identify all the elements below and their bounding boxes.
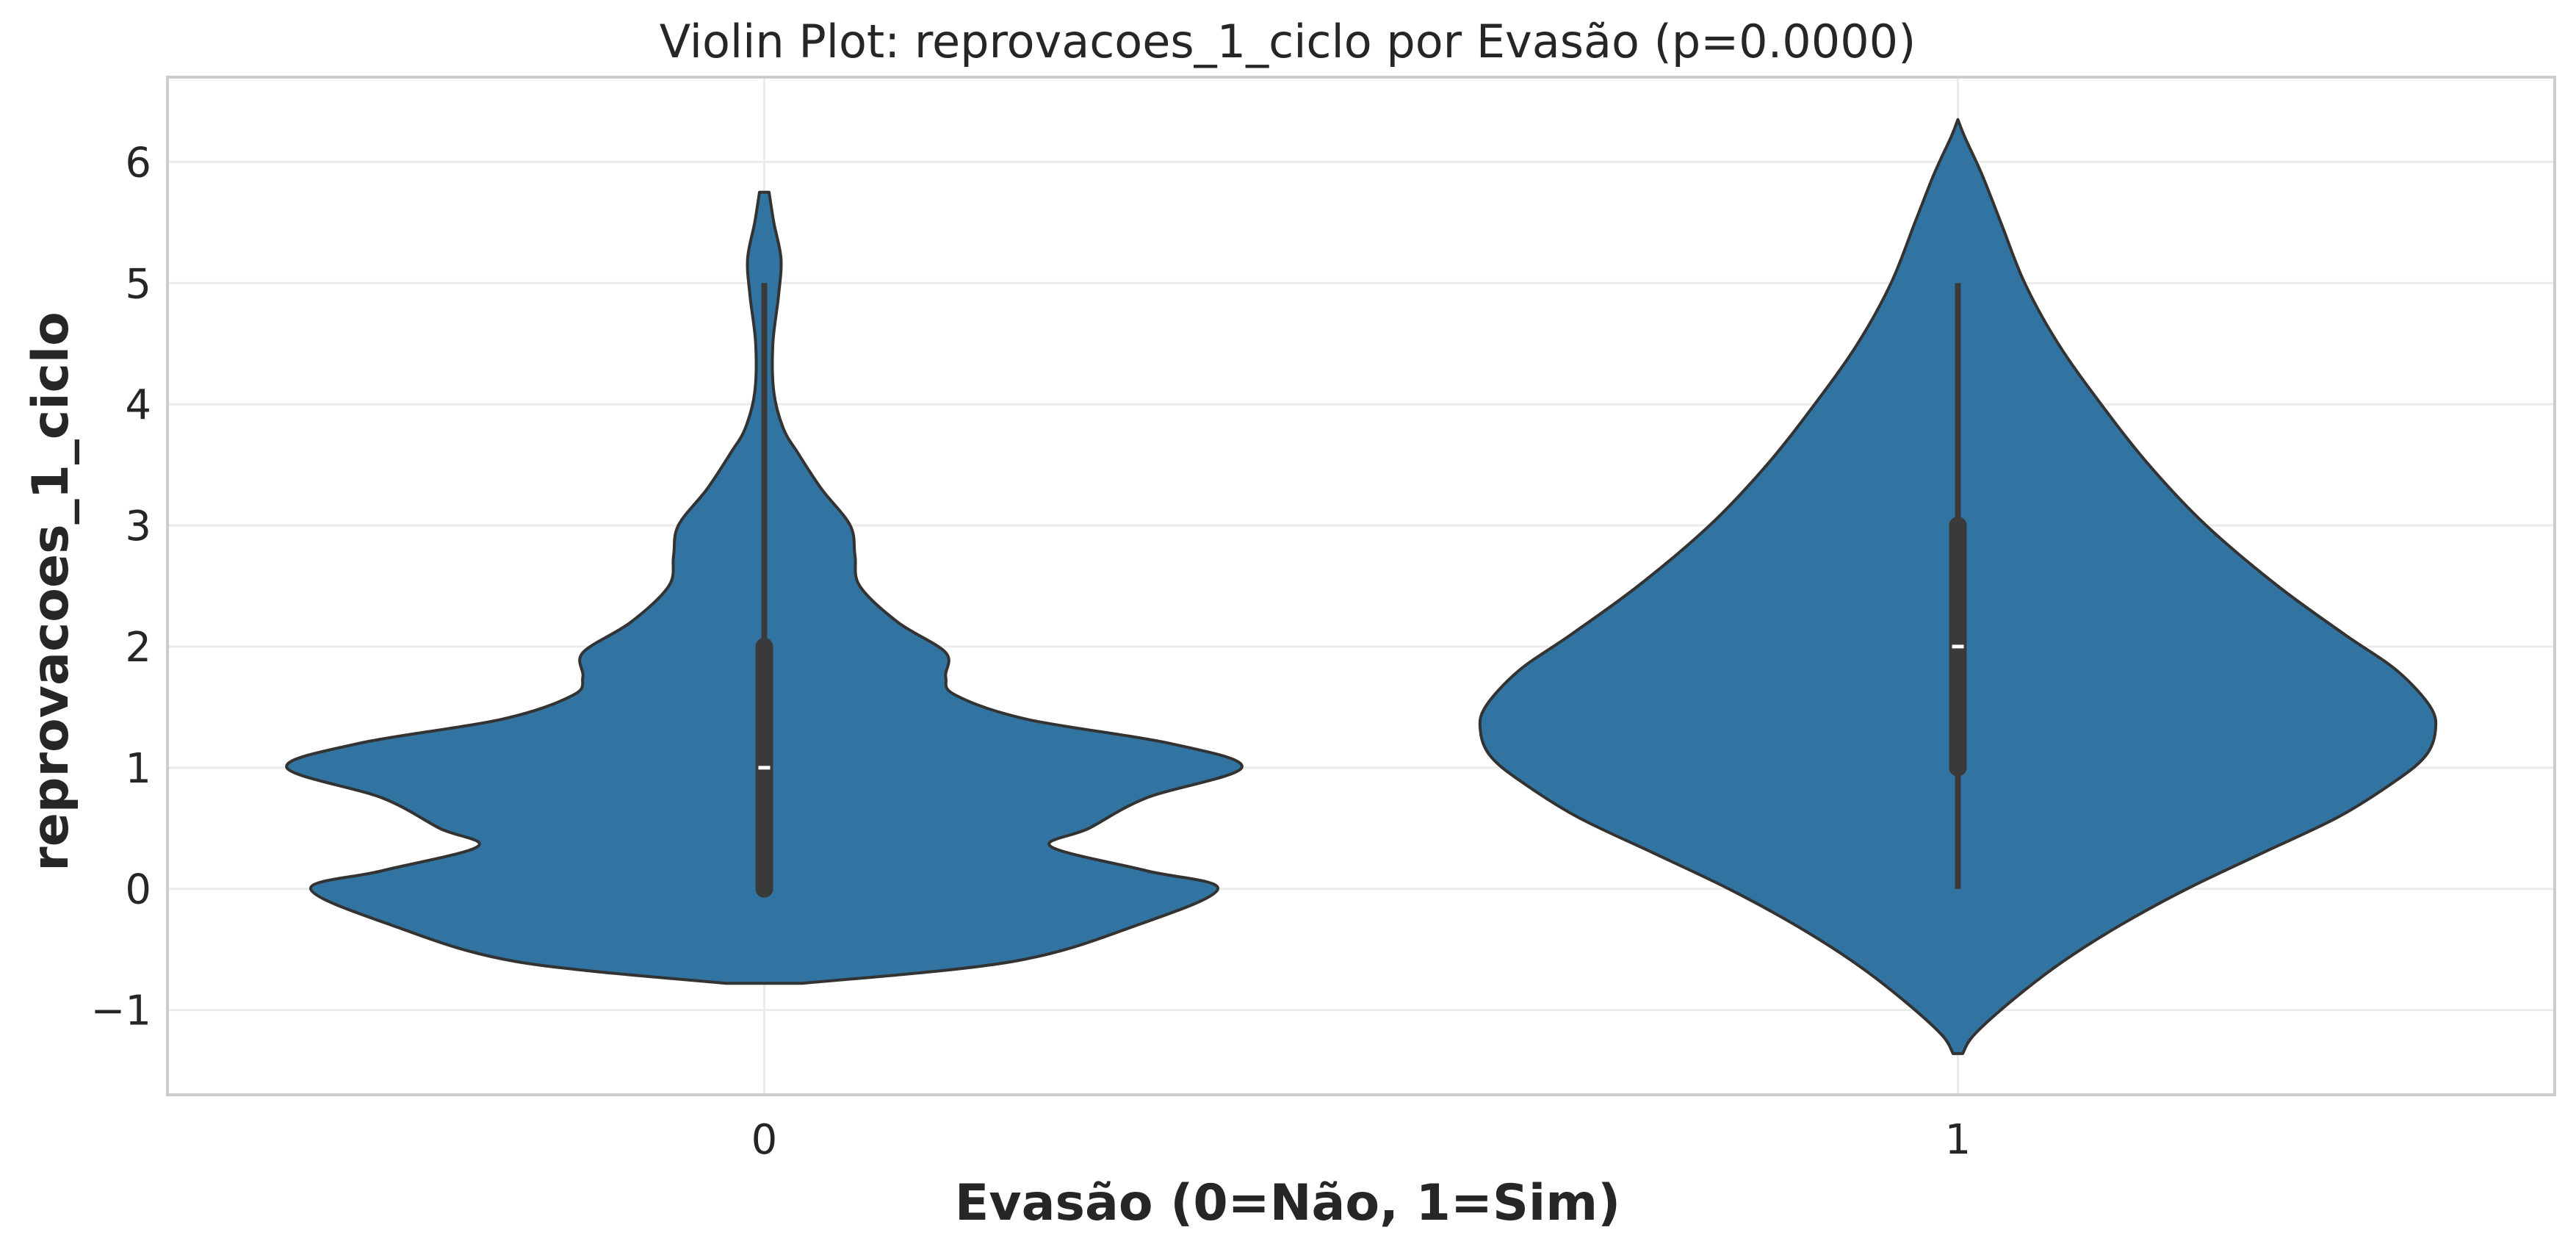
plot-frame xyxy=(166,76,2556,1096)
x-axis-label: Evasão (0=Não, 1=Sim) xyxy=(955,1174,1620,1232)
y-tick-label: 2 xyxy=(125,624,151,672)
y-tick-label: 6 xyxy=(125,139,151,187)
y-tick-label: 0 xyxy=(125,866,151,914)
y-axis-label: reprovacoes_1_ciclo xyxy=(22,312,80,871)
y-tick-label: 3 xyxy=(125,503,151,550)
y-tick-label: 5 xyxy=(125,260,151,308)
x-tick-label: 0 xyxy=(751,1116,778,1164)
y-tick-label: 1 xyxy=(125,745,151,793)
violin-1 xyxy=(1478,118,2438,1055)
y-tick-labels: −1 0 1 2 3 4 5 6 xyxy=(90,139,151,1035)
y-tick-label: 4 xyxy=(125,381,151,429)
violin-0 xyxy=(285,190,1244,985)
chart-title: Violin Plot: reprovacoes_1_ciclo por Eva… xyxy=(660,15,1916,68)
violins xyxy=(285,118,2438,1055)
x-tick-label: 1 xyxy=(1945,1116,1971,1164)
y-tick-label: −1 xyxy=(90,988,151,1035)
